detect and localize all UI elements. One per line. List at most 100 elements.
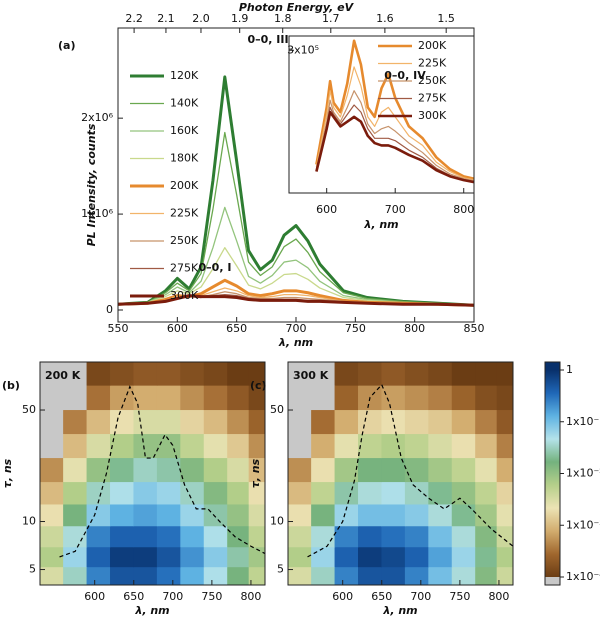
heat-cell [227, 503, 250, 527]
no-data-cell [39, 361, 64, 386]
heat-cell [156, 385, 181, 411]
heat-cell [110, 361, 135, 386]
heat-cell [156, 525, 181, 548]
x-tick-label: 550 [108, 322, 129, 335]
heat-cell [334, 566, 359, 586]
heat-cell [428, 503, 453, 527]
heat-cell [311, 566, 336, 586]
legend-label: 250K [170, 234, 199, 247]
heat-cell [311, 409, 336, 435]
legend-label: 275K [418, 92, 447, 105]
heat-cell [133, 361, 158, 386]
heat-cell [451, 503, 476, 527]
heat-cell [63, 433, 88, 459]
heat-cell [428, 525, 453, 548]
y-tick-label: 5 [277, 563, 284, 576]
x2-tick-label: 1.9 [231, 12, 249, 25]
x2-axis-title: Photon Energy, eV [239, 1, 355, 14]
heat-cell [381, 546, 406, 568]
heat-cell [86, 409, 111, 435]
heat-cell [358, 409, 383, 435]
heat-cell [133, 409, 158, 435]
heat-cell [381, 481, 406, 505]
legend-label: 120K [170, 69, 199, 82]
heat-cell [227, 361, 250, 386]
heat-cell [110, 433, 135, 459]
heat-cell [496, 457, 514, 483]
heat-cell [287, 481, 312, 505]
no-data-cell [63, 385, 88, 411]
legend-label: 200K [170, 179, 199, 192]
heat-cell [227, 481, 250, 505]
x-tick-label: 600 [332, 590, 353, 603]
colorbar-tick-label: 1x10⁻¹ [566, 415, 600, 428]
heat-cell [133, 457, 158, 483]
heat-cell [63, 566, 88, 586]
heat-cell [248, 566, 266, 586]
x2-tick-label: 1.8 [274, 12, 292, 25]
heat-cell [428, 361, 453, 386]
x-tick-label: 600 [167, 322, 188, 335]
heat-cell [404, 409, 429, 435]
legend-label: 140K [170, 97, 199, 110]
heat-cell [203, 433, 228, 459]
heat-cell [156, 361, 181, 386]
heat-cell [39, 481, 64, 505]
heat-cell [287, 503, 312, 527]
plot-frame [39, 361, 266, 586]
heat-cell [39, 546, 64, 568]
heat-cell [86, 385, 111, 411]
heat-cell [203, 361, 228, 386]
heat-cell [287, 457, 312, 483]
heat-cell [110, 525, 135, 548]
x-tick-label: 800 [404, 322, 425, 335]
heat-cell [451, 566, 476, 586]
heat-cell [404, 503, 429, 527]
y-tick-label: 50 [22, 403, 36, 416]
heat-cell [334, 433, 359, 459]
heat-cell [86, 481, 111, 505]
legend-label: 300K [170, 289, 199, 302]
y-tick-label: 1x10⁶ [81, 207, 114, 220]
heat-cell [334, 525, 359, 548]
colorbar-tick-label: 1x10⁻³ [566, 518, 600, 531]
series-line [118, 131, 474, 306]
heat-cell [381, 385, 406, 411]
heat-cell [287, 525, 312, 548]
x2-tick-label: 2.1 [157, 12, 175, 25]
x-tick-label: 800 [240, 590, 261, 603]
heat-cell [203, 525, 228, 548]
heat-cell [248, 361, 266, 386]
legend-label: 225K [170, 207, 199, 220]
heat-cell [39, 457, 64, 483]
heat-cell [180, 361, 205, 386]
heat-cell [86, 503, 111, 527]
heat-cell [180, 481, 205, 505]
heat-cell [156, 409, 181, 435]
no-data-cell [39, 409, 64, 435]
heat-cell [248, 457, 266, 483]
heat-cell [496, 503, 514, 527]
x2-tick-label: 1.6 [376, 12, 394, 25]
heat-cell [311, 481, 336, 505]
panel-label: (b) [2, 379, 20, 392]
heat-cell [334, 457, 359, 483]
series-line [315, 66, 474, 181]
no-data-cell [63, 361, 88, 386]
heat-cell [451, 457, 476, 483]
x-tick-label: 750 [449, 590, 470, 603]
heat-cell [203, 385, 228, 411]
y-tick-label: 0 [106, 303, 113, 316]
x-tick-label: 650 [226, 322, 247, 335]
no-data-cell [311, 361, 336, 386]
heat-cell [404, 525, 429, 548]
heat-cell [428, 481, 453, 505]
heat-cell [358, 361, 383, 386]
heat-cell [358, 481, 383, 505]
heat-cell [451, 525, 476, 548]
x-axis-title: λ, nm [363, 218, 398, 231]
heat-cell [63, 525, 88, 548]
heat-cell [39, 525, 64, 548]
heat-cell [63, 481, 88, 505]
annotation: 0–0, IV [384, 69, 426, 82]
